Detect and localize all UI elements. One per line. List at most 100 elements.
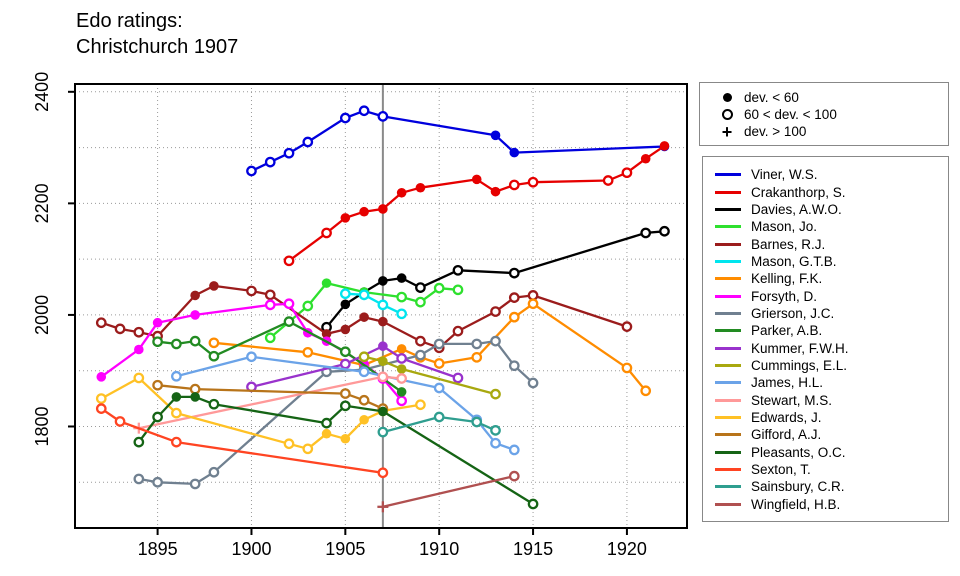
- marker-open: [640, 385, 652, 397]
- marker-open: [452, 325, 464, 337]
- marker-open: [433, 282, 445, 294]
- marker-open: [302, 346, 314, 358]
- marker-open: [283, 298, 295, 310]
- legend-color-line: [715, 259, 741, 263]
- player-legend-item: Cummings, E.L.: [715, 357, 948, 374]
- marker-filled: [340, 213, 351, 223]
- marker-open: [508, 360, 520, 372]
- marker-filled: [415, 182, 426, 193]
- marker-open: [452, 284, 464, 296]
- series-line: [100, 407, 384, 474]
- marker-filled: [640, 153, 651, 164]
- marker-open: [471, 351, 483, 363]
- marker-legend-label: dev. > 100: [744, 124, 807, 139]
- marker-filled: [378, 406, 388, 417]
- marker-open: [358, 351, 370, 363]
- marker-open: [490, 306, 501, 317]
- marker-open: [321, 227, 332, 239]
- legend-color-line: [715, 502, 741, 506]
- marker-filled: [659, 141, 670, 151]
- marker-open: [246, 165, 257, 177]
- marker-filled: [396, 387, 407, 397]
- marker-open: [152, 379, 163, 391]
- marker-open: [377, 111, 389, 122]
- player-legend-label: Forsyth, D.: [751, 288, 818, 304]
- marker-open: [339, 358, 351, 370]
- player-legend-label: Viner, W.S.: [751, 167, 818, 183]
- marker-open: [264, 156, 276, 168]
- marker-open: [264, 299, 276, 311]
- marker-filled: [190, 310, 200, 320]
- marker-filled: [321, 278, 332, 288]
- marker-open: [621, 167, 633, 179]
- y-tick-label: 2000: [32, 295, 52, 335]
- player-legend-item: Mason, Jo.: [715, 218, 948, 235]
- player-legend-label: Sainsbury, C.R.: [751, 479, 845, 495]
- marker-open: [640, 227, 652, 239]
- legend-color-line: [715, 346, 741, 350]
- marker-open: [508, 179, 520, 191]
- marker-filled: [340, 433, 351, 444]
- legend-color-line: [715, 207, 741, 211]
- player-legend-label: James, H.L.: [751, 375, 824, 391]
- chart-title-line2: Christchurch 1907: [76, 36, 239, 58]
- marker-filled: [490, 186, 501, 197]
- marker-filled: [378, 356, 388, 367]
- marker-open: [508, 470, 520, 482]
- filled-circle-glyph: [722, 93, 732, 102]
- marker-open: [283, 316, 295, 327]
- marker-open: [133, 436, 145, 448]
- player-legend-item: Parker, A.B.: [715, 322, 948, 339]
- marker-legend-item: dev. < 60: [710, 89, 948, 106]
- marker-open: [490, 388, 501, 400]
- marker-open: [527, 290, 539, 301]
- series-line: [138, 339, 534, 486]
- marker-filled: [134, 344, 144, 355]
- marker-open: [433, 382, 445, 394]
- marker-filled: [396, 187, 407, 198]
- marker-open: [415, 349, 426, 361]
- marker-open: [396, 353, 408, 364]
- player-legend-label: Pleasants, O.C.: [751, 444, 846, 460]
- player-legend-label: Kummer, F.W.H.: [751, 340, 849, 356]
- marker-open: [377, 426, 389, 438]
- marker-open: [264, 289, 276, 301]
- filled-circle-icon: [710, 93, 744, 102]
- player-legend-item: Viner, W.S.: [715, 166, 948, 183]
- legend-color-line: [715, 294, 741, 298]
- marker-open: [396, 291, 408, 303]
- plus-icon: +: [710, 123, 744, 141]
- marker-filled: [209, 281, 219, 291]
- marker-legend-label: 60 < dev. < 100: [744, 107, 837, 122]
- player-legend-label: Grierson, J.C.: [751, 305, 835, 321]
- x-tick-label: 1910: [419, 539, 459, 559]
- legend-color-line: [715, 311, 741, 315]
- player-legend-label: Davies, A.W.O.: [751, 201, 842, 217]
- marker-open: [452, 264, 464, 276]
- marker-open: [95, 403, 107, 414]
- marker-open: [508, 444, 520, 456]
- marker-open: [264, 332, 276, 344]
- x-tick-label: 1920: [607, 539, 647, 559]
- player-legend-item: Kelling, F.K.: [715, 270, 948, 287]
- marker-filled: [190, 290, 200, 301]
- marker-legend-item: 60 < dev. < 100: [710, 106, 948, 123]
- legend-color-line: [715, 381, 741, 385]
- marker-open: [246, 351, 257, 363]
- marker-filled: [378, 341, 388, 351]
- open-circle-glyph: [721, 109, 733, 120]
- marker-open: [433, 338, 445, 350]
- marker-open: [283, 147, 295, 159]
- legend-color-line: [715, 277, 741, 281]
- marker-open: [171, 370, 182, 382]
- marker-filled: [190, 392, 200, 402]
- marker-legend: dev. < 60 60 < dev. < 100 + dev. > 100: [699, 82, 949, 146]
- legend-color-line: [715, 242, 741, 246]
- marker-open: [246, 285, 257, 297]
- marker-open: [283, 255, 295, 267]
- marker-open: [133, 372, 145, 384]
- marker-open: [339, 112, 351, 124]
- marker-open: [490, 437, 501, 449]
